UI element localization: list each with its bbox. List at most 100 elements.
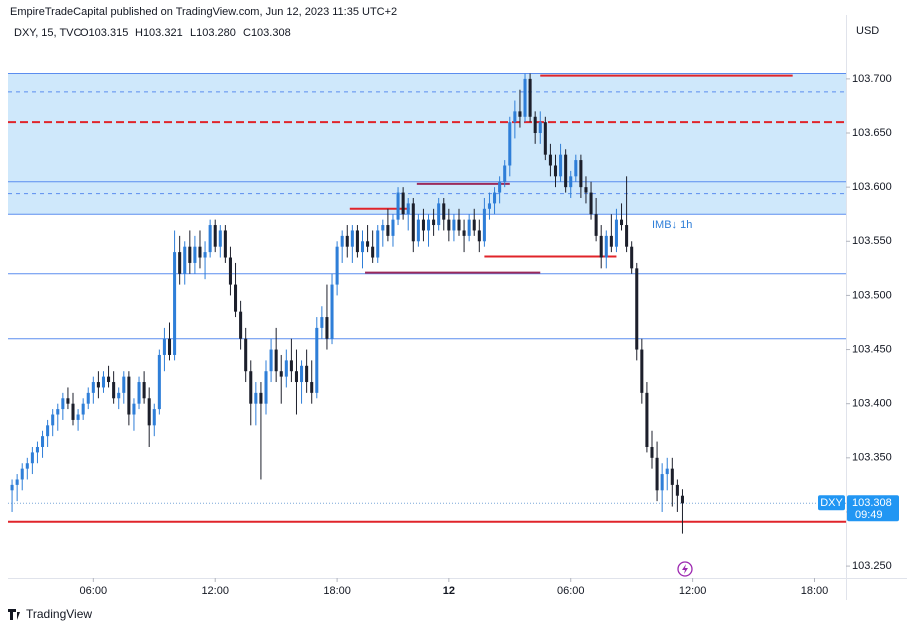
candle-body [355, 230, 359, 253]
candle-body [112, 382, 116, 399]
candle-body [518, 111, 522, 117]
candle-body [310, 382, 314, 393]
candle-body [599, 235, 603, 258]
candle-body [614, 219, 618, 247]
candle-body [101, 376, 106, 388]
candle-body [234, 284, 238, 312]
candle-body [142, 382, 146, 399]
x-tick-label: 12 [443, 585, 455, 597]
candle-body [487, 203, 491, 209]
candle-body [452, 219, 456, 231]
candle-body [76, 414, 80, 420]
candle-body [559, 154, 563, 177]
candle-body [447, 219, 451, 231]
candle-body [609, 235, 613, 247]
x-tick-label: 12:00 [679, 585, 707, 597]
candle-body [35, 446, 39, 453]
candle-body [396, 192, 400, 220]
candle-body [401, 192, 405, 215]
low-label: L103.280 [190, 27, 236, 39]
candle-body [25, 463, 29, 469]
candle-body [274, 349, 278, 372]
candle-body [589, 192, 593, 215]
candle-body [10, 484, 14, 491]
candle-body [203, 252, 207, 258]
candle-body [360, 241, 365, 253]
candle-body [548, 154, 552, 166]
y-tick-label: 103.500 [852, 289, 892, 301]
candle-body [188, 246, 192, 263]
symbol: DXY, 15, TVC [14, 27, 82, 39]
candle-body [574, 160, 578, 177]
candle-body [20, 468, 24, 480]
candle-body [467, 219, 471, 236]
candle-body [223, 230, 227, 258]
candle-body [264, 371, 268, 404]
candle-body [41, 436, 45, 447]
candle-body [340, 235, 344, 247]
candle-body [208, 225, 212, 253]
y-tick-label: 103.650 [852, 127, 892, 139]
candle-body [406, 203, 410, 215]
candle-body [269, 349, 273, 372]
candle-body [107, 376, 111, 383]
candle-body [228, 257, 232, 285]
currency: USD [856, 25, 879, 37]
candle-body [279, 371, 283, 377]
candle-body [325, 317, 329, 339]
candle-body [472, 219, 476, 231]
candle-body [416, 219, 420, 242]
candle-body [564, 154, 568, 188]
candle-body [71, 403, 75, 420]
candle-body [239, 311, 243, 339]
brand: TradingView [8, 607, 92, 621]
candle-body [594, 214, 598, 236]
brand-name: TradingView [26, 607, 92, 621]
candle-body [442, 203, 446, 220]
candle-body [284, 360, 288, 377]
candle-body [30, 452, 34, 464]
candle-body [528, 78, 532, 117]
candle-body [503, 165, 507, 182]
price-tag-symbol: DXY [820, 497, 843, 509]
candle-body [477, 230, 481, 242]
candle-body [386, 225, 390, 236]
price-tag-countdown: 09:49 [855, 509, 883, 521]
x-tick-label: 06:00 [80, 585, 108, 597]
candle-body [630, 246, 634, 269]
candle-body [513, 111, 517, 123]
candle-body [569, 176, 573, 188]
price-tag-box [847, 495, 899, 522]
candle-body [213, 225, 217, 247]
candle-body [193, 246, 197, 263]
candle-body [391, 219, 395, 236]
x-tick-label: 18:00 [801, 585, 829, 597]
candle-body [533, 116, 537, 134]
price-tag-value: 103.308 [852, 497, 892, 509]
candle-body [81, 403, 85, 415]
event-icon [677, 561, 693, 577]
candle-body [46, 425, 50, 437]
candle-body [315, 327, 319, 393]
candle-body [655, 457, 659, 491]
candle-body [462, 230, 466, 236]
candle-body [132, 403, 136, 415]
candle-body [411, 203, 415, 242]
x-tick-label: 18:00 [323, 585, 351, 597]
candle-body [218, 230, 222, 247]
candle-body [498, 181, 502, 193]
candle-body [619, 219, 624, 226]
candle-body [147, 398, 151, 426]
candle-body [91, 382, 95, 393]
candle-body [665, 468, 669, 475]
candle-body [493, 192, 497, 204]
candle-body [345, 235, 349, 247]
candle-body [61, 398, 65, 410]
candle-body [178, 252, 182, 274]
y-tick-label: 103.400 [852, 398, 892, 410]
candle-body [137, 382, 141, 404]
candle-body [183, 246, 187, 274]
candle-body [167, 338, 172, 355]
candle-body [305, 365, 309, 383]
